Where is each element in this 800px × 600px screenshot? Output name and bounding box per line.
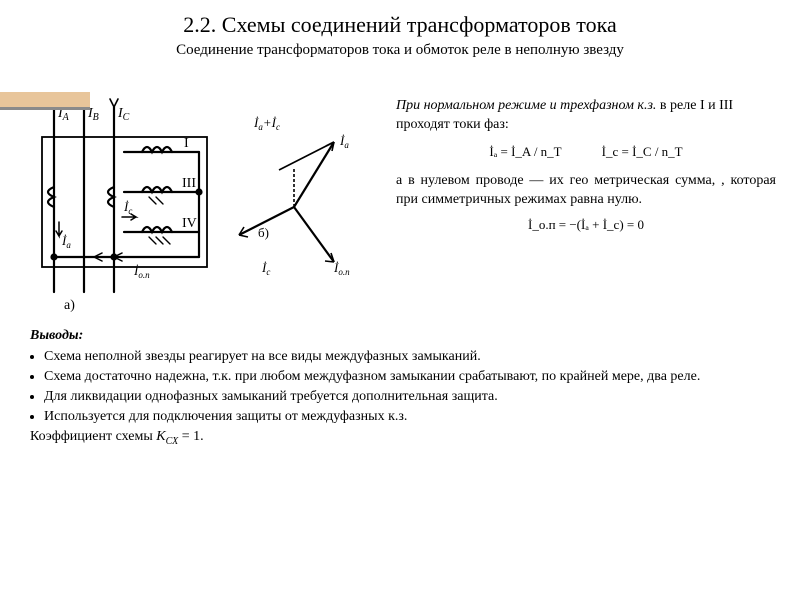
list-item: Схема достаточно надежна, т.к. при любом… <box>44 368 770 387</box>
intro-text: При нормальном режиме и трехфазном к.з. … <box>396 97 776 135</box>
svg-text:İc: İc <box>261 260 270 277</box>
slide-tab <box>0 92 90 110</box>
list-item: Для ликвидации однофазных замыканий треб… <box>44 388 770 407</box>
conclusions-block: Выводы: Схема неполной звезды реагирует … <box>0 325 800 449</box>
conclusions-head: Выводы: <box>30 327 770 346</box>
formula-ia: İₐ = İ_A / n_T <box>489 143 561 161</box>
conclusions-list: Схема неполной звезды реагирует на все в… <box>30 348 770 427</box>
coeff-symbol: КСХ <box>156 429 178 444</box>
svg-text:İa+İc: İa+İc <box>253 115 280 132</box>
zero-wire-text: а в нулевом проводе — их гео метрическая… <box>396 172 776 210</box>
svg-text:I: I <box>184 136 189 151</box>
formula-row-1: İₐ = İ_A / n_T İ_c = İ_C / n_T <box>396 143 776 161</box>
coeff-post: = 1. <box>178 429 203 444</box>
svg-text:б): б) <box>258 225 269 240</box>
svg-text:İa: İa <box>339 133 349 150</box>
content-row: IA IB IC I III IV İa İc İо.п а) <box>0 67 800 325</box>
text-column: При нормальном режиме и трехфазном к.з. … <box>396 97 776 242</box>
coeff-pre: Коэффициент схемы <box>30 429 156 444</box>
formula-ic: İ_c = İ_C / n_T <box>602 143 683 161</box>
coefficient-line: Коэффициент схемы КСХ = 1. <box>30 428 770 448</box>
svg-text:İо.п: İо.п <box>333 260 350 277</box>
list-item: Используется для подключения защиты от м… <box>44 408 770 427</box>
svg-text:İc: İc <box>123 199 132 216</box>
circuit-diagram: IA IB IC I III IV İa İc İо.п а) <box>24 97 384 317</box>
formula-zero: İ_о.п = −(İₐ + İ_c) = 0 <box>396 216 776 234</box>
section-subtitle: Соединение трансформаторов тока и обмото… <box>0 42 800 67</box>
svg-text:а): а) <box>64 298 75 313</box>
svg-text:İa: İa <box>61 233 71 250</box>
svg-text:İо.п: İо.п <box>133 263 150 280</box>
svg-text:IC: IC <box>117 106 130 123</box>
svg-text:III: III <box>182 176 196 191</box>
intro-italic: При нормальном режиме и трехфазном к.з. <box>396 98 656 113</box>
section-title: 2.2. Схемы соединений трансформаторов то… <box>0 0 800 42</box>
list-item: Схема неполной звезды реагирует на все в… <box>44 348 770 367</box>
svg-text:IV: IV <box>182 216 197 231</box>
